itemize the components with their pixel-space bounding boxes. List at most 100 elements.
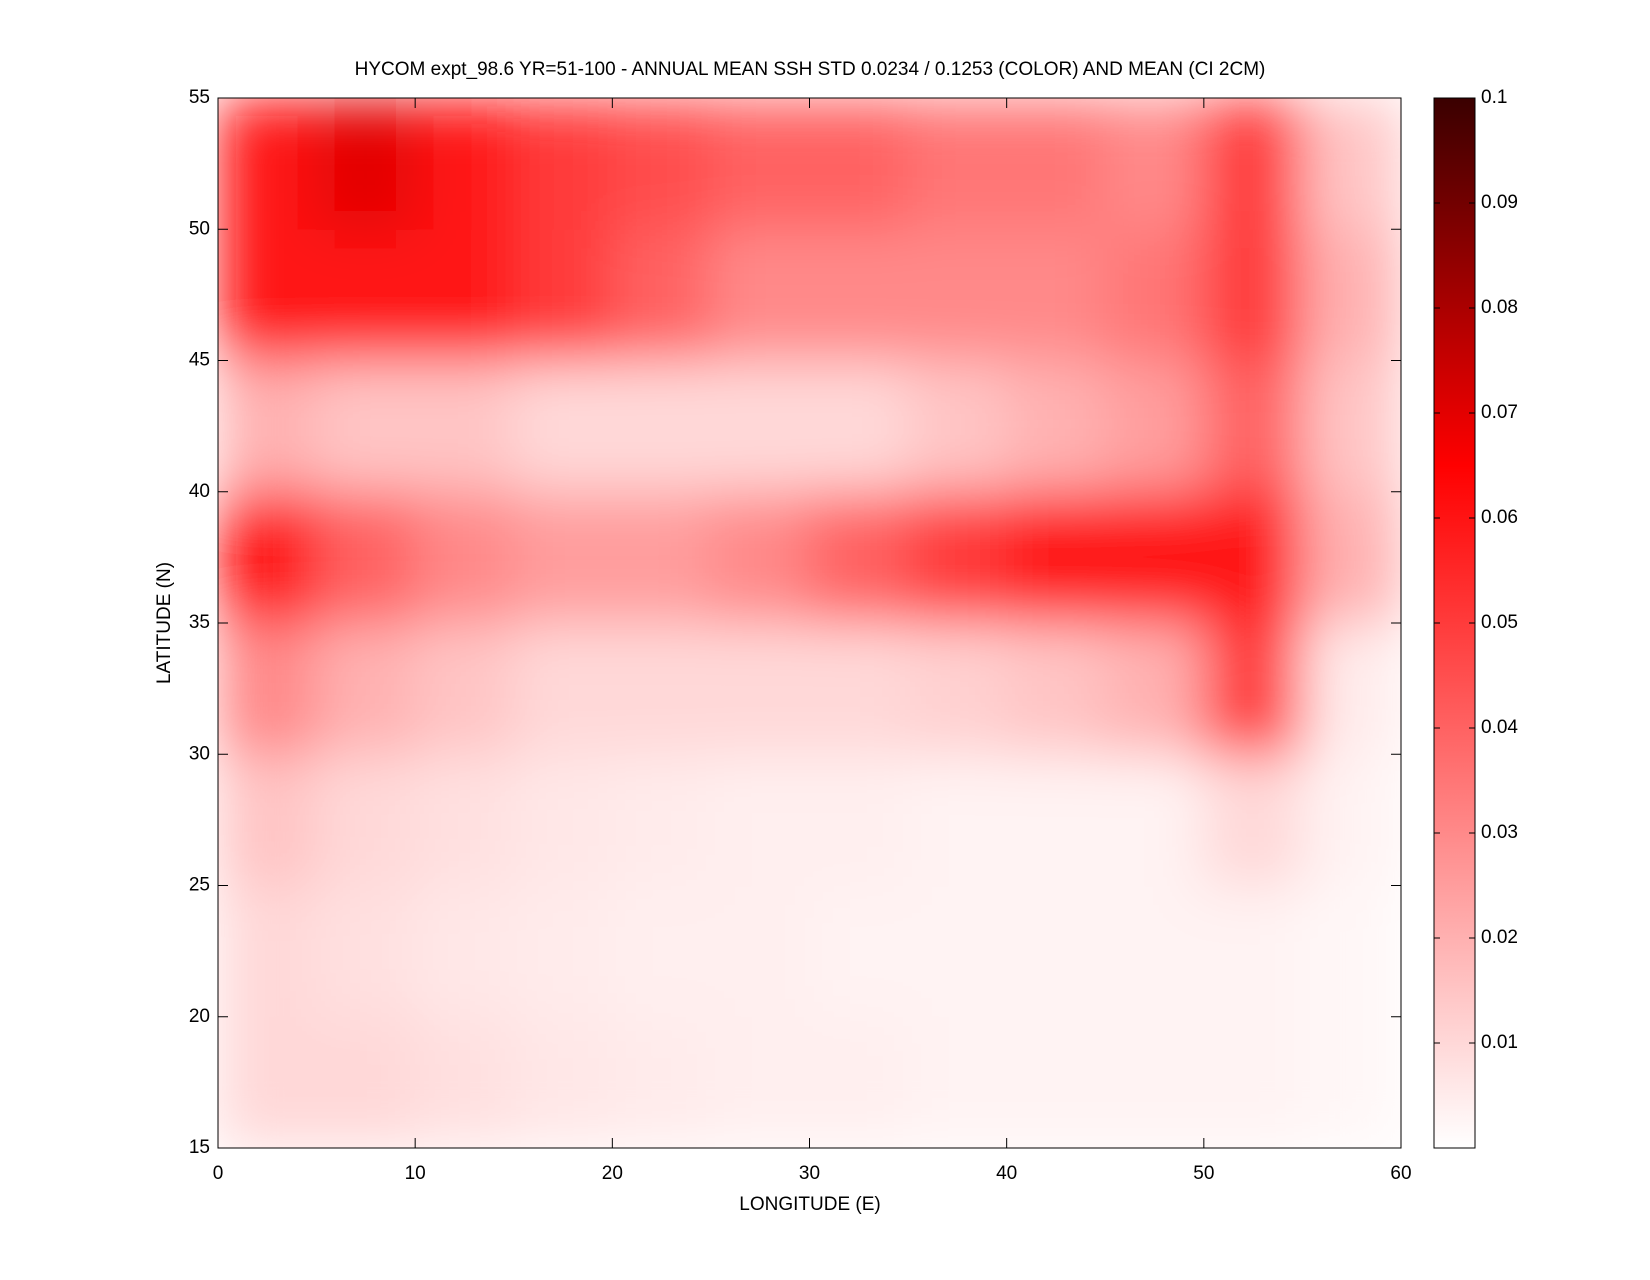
heat-cell	[1301, 622, 1401, 755]
heat-cell	[907, 622, 1008, 755]
colorbar-tick-label: 0.03	[1481, 822, 1518, 843]
heat-cell	[809, 622, 909, 755]
heat-cell	[611, 98, 712, 230]
y-tick-label: 55	[189, 87, 210, 108]
y-axis-label: LATITUDE (N)	[154, 562, 175, 684]
heat-cell	[1104, 753, 1205, 886]
heat-cell	[1203, 885, 1303, 1018]
x-axis-label: LONGITUDE (E)	[739, 1194, 880, 1215]
heat-cell	[1203, 622, 1303, 755]
heat-cell	[1006, 360, 1106, 493]
heat-cell	[414, 98, 515, 230]
heat-cell	[1006, 98, 1106, 230]
field	[218, 98, 1401, 1148]
heat-cell	[611, 491, 712, 624]
colorbar-tick-label: 0.07	[1481, 402, 1518, 423]
heat-cell	[316, 491, 416, 624]
heat-cell	[1203, 228, 1303, 361]
y-tick-label: 40	[189, 481, 210, 502]
heat-cell	[809, 491, 909, 624]
heat-cell	[1006, 885, 1106, 1018]
heat-cell	[809, 228, 909, 361]
heat-cell	[513, 98, 613, 230]
heat-cell	[1104, 360, 1205, 493]
colorbar-tick-label: 0.08	[1481, 297, 1518, 318]
colorbar-tick-label: 0.1	[1481, 87, 1507, 108]
heat-cell	[1006, 491, 1106, 624]
heat-cell	[1006, 753, 1106, 886]
heat-cell	[1203, 360, 1303, 493]
heat-cell	[316, 885, 416, 1018]
heat-cell	[218, 491, 318, 624]
heat-cell	[611, 1016, 712, 1148]
heat-cell	[513, 622, 613, 755]
heat-cell	[218, 98, 318, 230]
colorbar-tick-label: 0.02	[1481, 927, 1518, 948]
heat-cell	[809, 885, 909, 1018]
heat-cell	[513, 885, 613, 1018]
colorbar-tick-label: 0.09	[1481, 192, 1518, 213]
cells	[218, 98, 1401, 1148]
chart-title: HYCOM expt_98.6 YR=51-100 - ANNUAL MEAN …	[355, 59, 1266, 80]
x-tick-label: 10	[405, 1163, 426, 1184]
heat-cell	[316, 622, 416, 755]
heat-cell	[710, 491, 810, 624]
heat-cell	[1104, 228, 1205, 361]
heat-cell	[414, 491, 515, 624]
heat-cell	[1006, 1016, 1106, 1148]
axes: 0 10 20 30 40 50 60 15 20 25 30 35 40 45 50 55 0.01 0.02 0…	[189, 87, 1519, 1184]
heat-cell	[907, 885, 1008, 1018]
heat-cell	[710, 885, 810, 1018]
heat-cell	[611, 622, 712, 755]
heat-cell	[1104, 885, 1205, 1018]
colorbar-tick-label: 0.05	[1481, 612, 1518, 633]
heat-cell	[513, 753, 613, 886]
heat-cell	[710, 622, 810, 755]
heat-cell	[218, 885, 318, 1018]
y-tick-label: 30	[189, 743, 210, 764]
heat-cell	[710, 753, 810, 886]
heat-cell	[1104, 622, 1205, 755]
heat-cell	[611, 228, 712, 361]
heat-cell	[414, 885, 515, 1018]
heat-cell	[414, 360, 515, 493]
heat-cell	[513, 228, 613, 361]
x-tick-label: 20	[602, 1163, 623, 1184]
heat-cell	[218, 360, 318, 493]
colorbar-tick-label: 0.06	[1481, 507, 1518, 528]
y-tick-label: 35	[189, 612, 210, 633]
heat-cell	[316, 228, 416, 361]
heat-cell	[710, 98, 810, 230]
heat-cell	[809, 98, 909, 230]
y-tick-label: 45	[189, 350, 210, 371]
heat-cell	[1006, 228, 1106, 361]
colorbar-tick-label: 0.04	[1481, 717, 1518, 738]
x-tick-label: 40	[996, 1163, 1017, 1184]
heat-cell	[907, 360, 1008, 493]
heat-cell	[414, 1016, 515, 1148]
heat-cell	[218, 753, 318, 886]
heat-cell	[414, 228, 515, 361]
heat-cell	[1301, 360, 1401, 493]
y-tick-label: 20	[189, 1006, 210, 1027]
heat-cell	[809, 360, 909, 493]
heat-cell	[1301, 753, 1401, 886]
heat-cell	[1203, 753, 1303, 886]
heat-cell	[513, 1016, 613, 1148]
heat-cell	[1203, 98, 1303, 230]
heat-cell	[316, 98, 416, 230]
heat-cell	[1104, 491, 1205, 624]
heat-cell	[1006, 622, 1106, 755]
heat-cell	[710, 1016, 810, 1148]
heat-cell	[1104, 1016, 1205, 1148]
heat-cell	[1301, 98, 1401, 230]
heat-cell	[1203, 1016, 1303, 1148]
heat-cell	[316, 1016, 416, 1148]
heat-cell	[1104, 98, 1205, 230]
heat-cell	[611, 360, 712, 493]
heat-cell	[907, 1016, 1008, 1148]
heat-cell	[513, 491, 613, 624]
heat-cell	[809, 1016, 909, 1148]
heat-cell	[907, 98, 1008, 230]
heat-cell	[316, 360, 416, 493]
